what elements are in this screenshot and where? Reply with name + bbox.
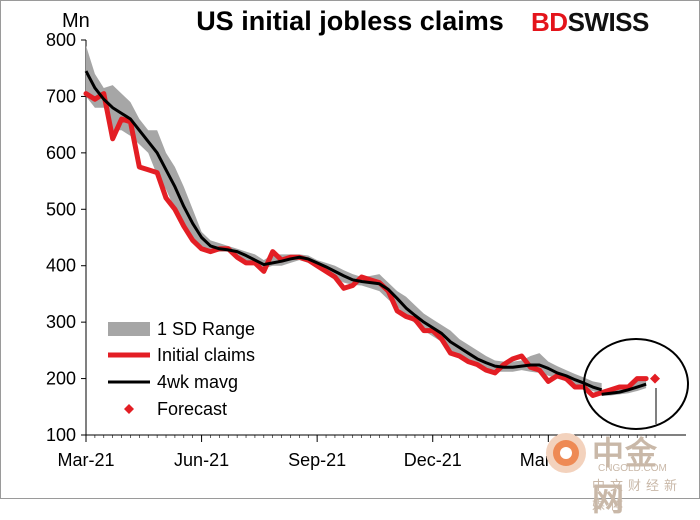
legend-label: 4wk mavg xyxy=(157,372,238,392)
y-axis-unit-label: Mn xyxy=(62,10,90,32)
x-tick-label: Dec-21 xyxy=(404,450,462,470)
y-tick-label: 700 xyxy=(46,86,76,106)
forecast-highlight xyxy=(583,338,689,430)
cngold-logo-icon xyxy=(546,433,586,473)
legend-label: Forecast xyxy=(157,399,227,419)
watermark-subtitle: 中文财经新媒体 xyxy=(592,478,683,512)
y-tick-label: 100 xyxy=(46,425,76,445)
jobless-claims-chart: 100 200 300 400 500 600 700 800 Mar-21 Jun-21 Sep-… xyxy=(46,30,689,470)
y-tick-label: 300 xyxy=(46,312,76,332)
initial-claims-line xyxy=(83,91,605,398)
legend-label: 1 SD Range xyxy=(157,319,255,339)
axes: 100 200 300 400 500 600 700 800 Mar-21 Jun-21 Sep-… xyxy=(46,30,686,470)
chart-title: US initial jobless claims xyxy=(196,6,504,36)
y-tick-label: 400 xyxy=(46,256,76,276)
y-tick-label: 200 xyxy=(46,369,76,389)
mavg-forecast-line xyxy=(601,382,647,396)
legend: 1 SD Range Initial claims 4wk mavg Forecast xyxy=(108,319,255,419)
cngold-watermark: 中金网 CNGOLD.COM 中文财经新媒体 xyxy=(540,428,690,517)
y-tick-label: 600 xyxy=(46,143,76,163)
forecast-highlight-circle xyxy=(583,338,689,430)
x-tick-label: Jun-21 xyxy=(174,450,229,470)
sd-range-band xyxy=(86,45,602,395)
mavg-line xyxy=(84,70,603,392)
forecast-marker xyxy=(650,373,660,384)
plot-area xyxy=(83,45,660,398)
bdswiss-logo: BDSWISS xyxy=(531,7,649,38)
legend-forecast-swatch xyxy=(124,404,134,414)
logo-bd-text: BD xyxy=(531,7,568,37)
x-tick-label: Sep-21 xyxy=(288,450,346,470)
initial-claims-forecast-line xyxy=(599,376,649,396)
y-tick-label: 800 xyxy=(46,30,76,50)
legend-range-swatch xyxy=(108,322,150,336)
legend-label: Initial claims xyxy=(157,345,255,365)
y-tick-label: 500 xyxy=(46,199,76,219)
x-tick-label: Mar-21 xyxy=(57,450,114,470)
watermark-site: CNGOLD.COM xyxy=(598,463,667,474)
logo-swiss-text: SWISS xyxy=(567,7,650,37)
chart-frame xyxy=(0,0,700,499)
